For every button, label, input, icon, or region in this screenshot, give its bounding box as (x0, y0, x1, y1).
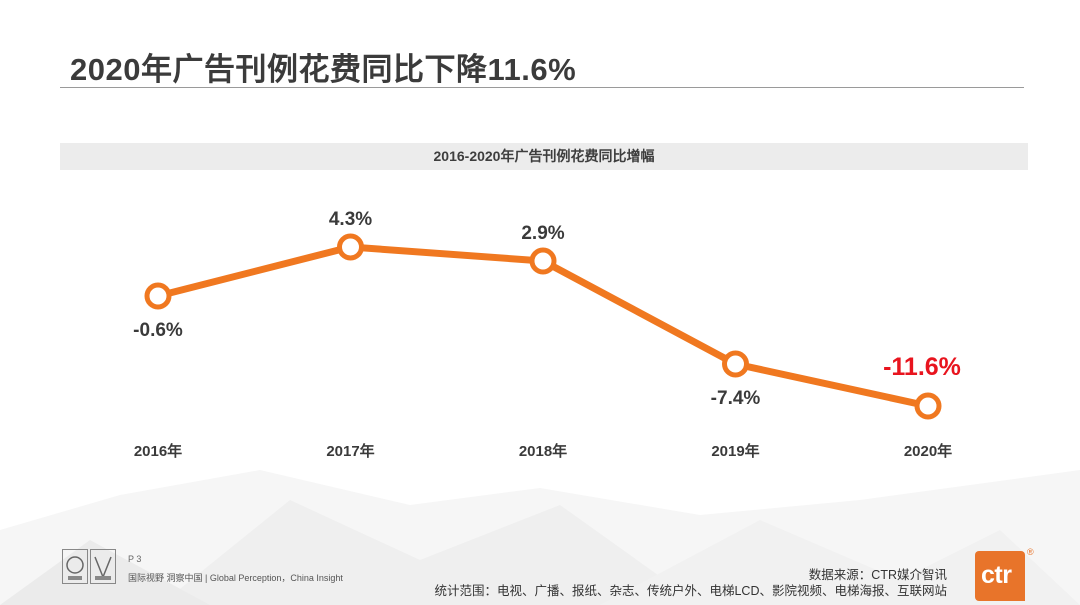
data-source: 数据来源：CTR媒介智讯 (808, 568, 947, 582)
data-label-5: -11.6% (883, 353, 961, 381)
ctr-logo: ctr ® (975, 547, 1034, 601)
x-tick-label-1: 2016年 (134, 442, 182, 460)
data-point-4 (722, 350, 749, 378)
data-label-3: 2.9% (521, 223, 564, 244)
data-point-3 (529, 247, 557, 275)
title-divider (60, 87, 1024, 88)
certification-logos (62, 549, 116, 584)
data-scope: 统计范围：电视、广播、报纸、杂志、传统户外、电梯LCD、影院视频、电梯海报、互联… (434, 584, 947, 598)
page-number: P 3 (128, 554, 142, 564)
x-tick-label-4: 2019年 (711, 442, 759, 460)
page-title: 2020年广告刊例花费同比下降11.6% (70, 52, 577, 87)
ctr-logo-box (975, 551, 1025, 601)
data-label-4: -7.4% (711, 388, 761, 409)
x-tick-label-5: 2020年 (904, 442, 952, 460)
data-point-2 (337, 233, 364, 261)
data-point-5 (914, 392, 942, 420)
data-label-1: -0.6% (133, 320, 183, 341)
chart-title: 2016-2020年广告刊例花费同比增幅 (60, 143, 1028, 170)
x-tick-label-3: 2018年 (519, 442, 567, 460)
ctr-logo-text: ctr (981, 561, 1012, 589)
x-tick-label-2: 2017年 (326, 442, 374, 460)
data-point-1 (144, 282, 172, 310)
data-label-2: 4.3% (329, 209, 372, 230)
registered-mark: ® (1027, 547, 1034, 557)
tagline: 国际视野 洞察中国 | Global Perception，China Insi… (128, 573, 343, 583)
